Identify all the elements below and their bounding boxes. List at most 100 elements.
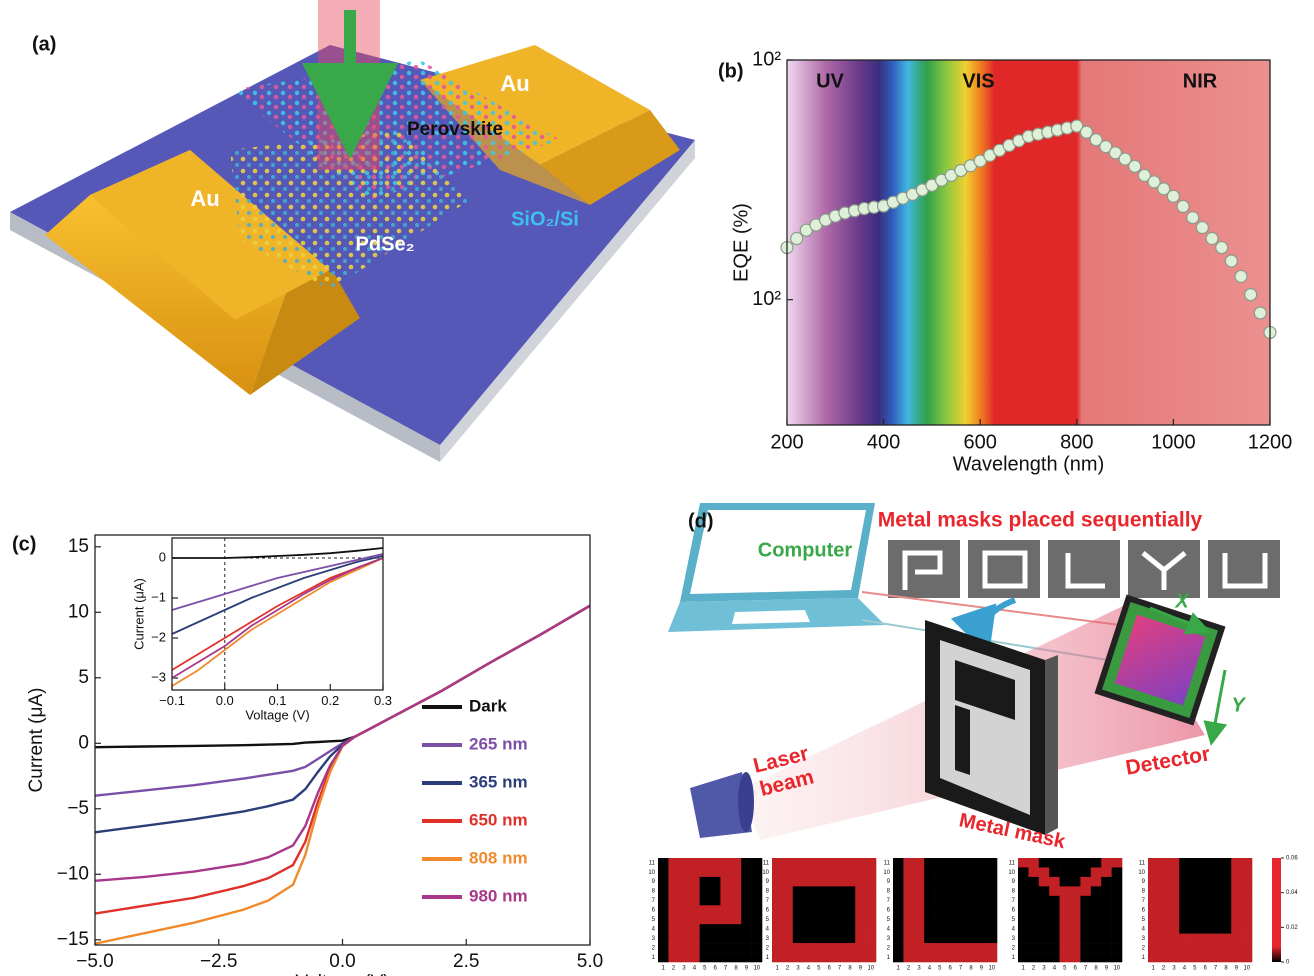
- heatmap-cell: [792, 933, 804, 944]
- heatmap-cell: [1080, 933, 1092, 944]
- heatmap-y-tick: 6: [766, 908, 770, 914]
- heatmap-y-tick: 4: [766, 926, 770, 932]
- y-tick-label: 10²: [752, 288, 781, 310]
- heatmap-cell: [834, 905, 846, 916]
- heatmap-y-tick: 11: [1009, 860, 1016, 866]
- heatmap-cell: [792, 924, 804, 934]
- heatmap-y-tick: 3: [652, 936, 656, 942]
- heatmap-cell: [903, 914, 915, 925]
- x-axis-label: Voltage (V): [296, 972, 390, 976]
- heatmap-cell: [813, 867, 825, 878]
- heatmap-cell: [893, 933, 904, 944]
- heatmap-cell: [710, 876, 721, 887]
- y-tick-label: 0: [78, 732, 89, 753]
- heatmap-cell: [813, 952, 825, 963]
- heatmap-cell: [1018, 895, 1029, 906]
- heatmap-cell: [710, 933, 721, 944]
- data-point: [1147, 175, 1161, 189]
- heatmap-cell: [844, 876, 856, 887]
- data-point: [1195, 220, 1209, 235]
- heatmap-cell: [1111, 924, 1123, 934]
- heatmap-cell: [1200, 858, 1211, 868]
- heatmap-cell: [1148, 905, 1159, 916]
- heatmap-cell: [1101, 933, 1112, 944]
- heatmap-cell: [903, 876, 915, 887]
- heatmap-cell: [1189, 886, 1201, 897]
- heatmap-x-tick: 5: [1063, 966, 1067, 972]
- x-tick-label: 400: [867, 431, 900, 453]
- heatmap-cell: [1080, 943, 1092, 953]
- heatmap-cell: [1059, 924, 1071, 934]
- heatmap-cell: [658, 933, 669, 944]
- heatmap-x-tick: 8: [848, 966, 852, 972]
- heatmap-x-tick: 3: [1042, 966, 1046, 972]
- heatmap-cell: [1070, 943, 1081, 953]
- heatmap-cell: [1158, 952, 1170, 963]
- heatmap-x-tick: 9: [1105, 966, 1109, 972]
- heatmap-cell: [934, 933, 946, 944]
- heatmap-cell: [699, 867, 711, 878]
- heatmap-y-tick: 4: [1012, 926, 1016, 932]
- heatmap-cell: [1038, 858, 1050, 868]
- heatmap-cell: [945, 943, 956, 953]
- heatmap-cell: [1080, 905, 1092, 916]
- heatmap-cell: [1148, 952, 1159, 963]
- heatmap-cell: [945, 952, 956, 963]
- heatmap-cell: [1168, 895, 1180, 906]
- heatmap-cell: [913, 952, 925, 963]
- heatmap-cell: [710, 905, 721, 916]
- heatmap-cell: [689, 933, 700, 944]
- heatmap-cell: [965, 886, 977, 897]
- electrode-label: Au: [500, 71, 529, 96]
- heatmap-cell: [1168, 905, 1180, 916]
- heatmap-cell: [924, 952, 935, 963]
- heatmap-cell: [1158, 867, 1170, 878]
- heatmap-cell: [772, 905, 783, 916]
- heatmap-cell: [976, 924, 987, 934]
- heatmap-cell: [945, 905, 956, 916]
- heatmap-cell: [986, 933, 998, 944]
- heatmap-cell: [824, 924, 835, 934]
- data-point: [1070, 119, 1084, 133]
- heatmap-cell: [813, 905, 825, 916]
- heatmap-cell: [924, 914, 935, 925]
- heatmap-cell: [986, 895, 998, 906]
- colorbar-tick-label: 0.02: [1286, 925, 1298, 931]
- heatmap-y-tick: 9: [1012, 879, 1016, 885]
- heatmap-cell: [720, 867, 732, 878]
- heatmap-x-tick: 7: [1084, 966, 1088, 972]
- heatmap-cell: [1189, 933, 1201, 944]
- flake-label: PdSe₂: [356, 233, 415, 255]
- heatmap-y-tick: 1: [1012, 955, 1016, 961]
- y-axis-label: Current (μA): [131, 578, 146, 650]
- heatmap-cell: [955, 876, 967, 887]
- heatmap-cell: [1168, 924, 1180, 934]
- heatmap-cell: [986, 886, 998, 897]
- heatmap-cell: [913, 876, 925, 887]
- heatmap-cell: [1189, 905, 1201, 916]
- heatmap-cell: [945, 933, 956, 944]
- band-label: NIR: [1183, 70, 1218, 92]
- heatmap-y-tick: 1: [652, 955, 656, 961]
- heatmap-cell: [1200, 952, 1211, 963]
- heatmap-cell: [1038, 876, 1050, 887]
- heatmap-cell: [751, 914, 763, 925]
- heatmap-cell: [782, 914, 794, 925]
- heatmap-cell: [1049, 905, 1060, 916]
- heatmap-cell: [658, 905, 669, 916]
- heatmap-cell: [903, 952, 915, 963]
- heatmap-x-tick: 1: [1022, 966, 1026, 972]
- heatmap-cell: [924, 867, 935, 878]
- heatmap-x-tick: 7: [838, 966, 842, 972]
- colorbar-tick-label: 0.06: [1286, 856, 1298, 862]
- heatmap-cell: [730, 886, 742, 897]
- heatmap-cell: [1101, 858, 1112, 868]
- heatmap-cell: [865, 876, 877, 887]
- heatmap-cell: [824, 952, 835, 963]
- heatmap-cell: [1231, 933, 1242, 944]
- heatmap-cell: [720, 952, 732, 963]
- heatmap-cell: [803, 876, 814, 887]
- data-point: [1176, 199, 1190, 214]
- heatmap-cell: [720, 914, 732, 925]
- heatmap-cell: [1158, 858, 1170, 868]
